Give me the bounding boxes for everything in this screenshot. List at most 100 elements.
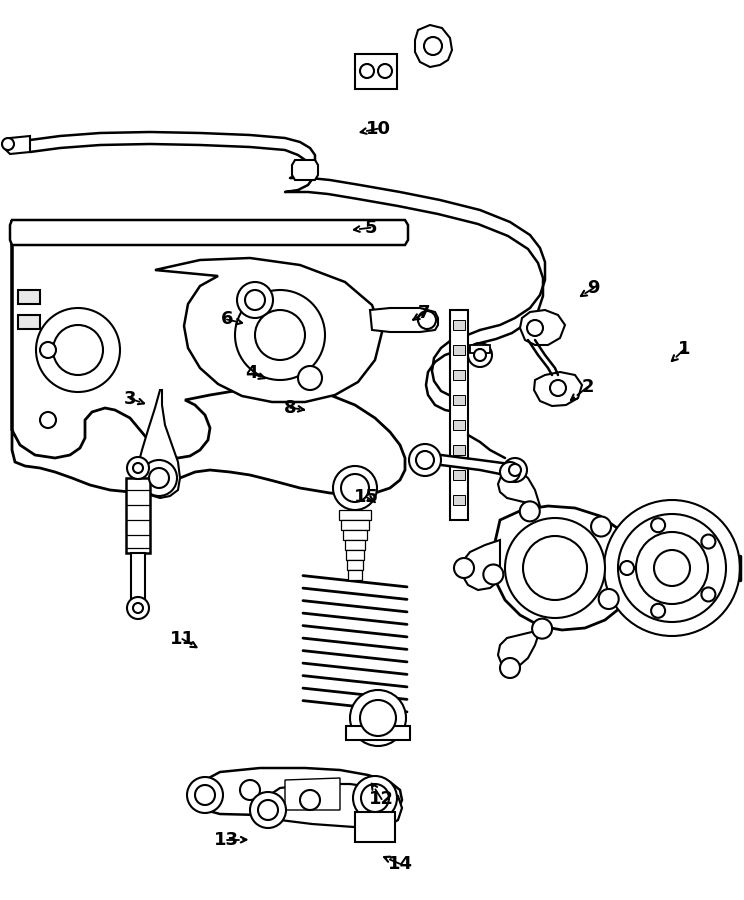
Polygon shape [292, 160, 318, 180]
Polygon shape [493, 506, 635, 630]
Circle shape [550, 380, 566, 396]
Bar [453, 495, 465, 505]
Bar [347, 560, 363, 570]
Bar [345, 540, 365, 550]
Bar [453, 370, 465, 380]
Circle shape [416, 451, 434, 469]
Circle shape [424, 37, 442, 55]
Circle shape [591, 517, 611, 536]
Text: 10: 10 [365, 120, 391, 138]
Circle shape [654, 550, 690, 586]
Text: 5: 5 [365, 219, 376, 237]
Text: 7: 7 [418, 304, 430, 322]
Text: 11: 11 [170, 630, 195, 648]
Text: 13: 13 [214, 831, 240, 849]
Circle shape [702, 588, 716, 601]
Bar [450, 310, 468, 520]
Polygon shape [520, 310, 565, 345]
Bar [18, 315, 40, 329]
Bar [346, 726, 410, 740]
Circle shape [353, 776, 397, 820]
Polygon shape [205, 768, 402, 818]
Circle shape [484, 564, 504, 584]
Text: 2: 2 [582, 378, 594, 396]
Circle shape [474, 349, 486, 361]
Circle shape [237, 282, 273, 318]
Polygon shape [10, 220, 408, 245]
Circle shape [503, 458, 527, 482]
Polygon shape [138, 390, 180, 498]
Circle shape [361, 784, 389, 812]
Circle shape [341, 474, 369, 502]
Circle shape [500, 462, 520, 482]
Text: 12: 12 [369, 790, 394, 808]
Circle shape [133, 463, 143, 473]
Circle shape [651, 604, 665, 617]
Circle shape [350, 690, 406, 746]
Circle shape [409, 444, 441, 476]
Polygon shape [5, 136, 30, 154]
Text: 3: 3 [124, 390, 136, 408]
Circle shape [509, 464, 521, 476]
Bar [453, 470, 465, 480]
Circle shape [418, 311, 436, 329]
Circle shape [620, 561, 634, 575]
Polygon shape [415, 25, 452, 67]
Circle shape [149, 468, 169, 488]
Circle shape [40, 342, 56, 358]
Circle shape [618, 514, 726, 622]
Circle shape [187, 777, 223, 813]
Polygon shape [12, 220, 405, 495]
Circle shape [195, 785, 215, 805]
Polygon shape [268, 784, 402, 828]
Circle shape [604, 500, 740, 636]
Circle shape [360, 700, 396, 736]
Circle shape [240, 780, 260, 800]
Circle shape [250, 792, 286, 828]
Bar [355, 812, 395, 842]
Circle shape [127, 457, 149, 479]
Bar [453, 420, 465, 430]
Circle shape [378, 64, 392, 78]
Bar [126, 478, 150, 553]
Bar [453, 320, 465, 330]
Circle shape [2, 138, 14, 150]
Bar [343, 530, 367, 540]
Bar [453, 345, 465, 355]
Bar [470, 345, 490, 353]
Polygon shape [285, 778, 340, 810]
Circle shape [258, 800, 278, 820]
Bar [341, 520, 369, 530]
Circle shape [255, 310, 305, 360]
Bar [355, 54, 397, 89]
Text: 4: 4 [246, 364, 257, 382]
Circle shape [532, 618, 552, 639]
Text: 6: 6 [221, 310, 233, 328]
Circle shape [300, 790, 320, 810]
Circle shape [245, 290, 265, 310]
Bar [339, 510, 371, 520]
Circle shape [527, 320, 543, 336]
Polygon shape [498, 470, 540, 506]
Circle shape [520, 501, 540, 521]
Polygon shape [155, 258, 382, 402]
Bar [18, 290, 40, 304]
Circle shape [505, 518, 605, 618]
Circle shape [298, 366, 322, 390]
Bar [346, 550, 364, 560]
Circle shape [468, 343, 492, 367]
Text: 14: 14 [388, 855, 413, 873]
Text: 8: 8 [284, 399, 296, 417]
Circle shape [53, 325, 103, 375]
Polygon shape [370, 308, 438, 332]
Polygon shape [462, 540, 500, 590]
Circle shape [333, 466, 377, 510]
Bar [453, 445, 465, 455]
Circle shape [360, 64, 374, 78]
Text: 9: 9 [588, 279, 600, 297]
Circle shape [651, 518, 665, 532]
Circle shape [599, 589, 619, 609]
Circle shape [40, 412, 56, 428]
Polygon shape [498, 630, 540, 668]
Circle shape [141, 460, 177, 496]
